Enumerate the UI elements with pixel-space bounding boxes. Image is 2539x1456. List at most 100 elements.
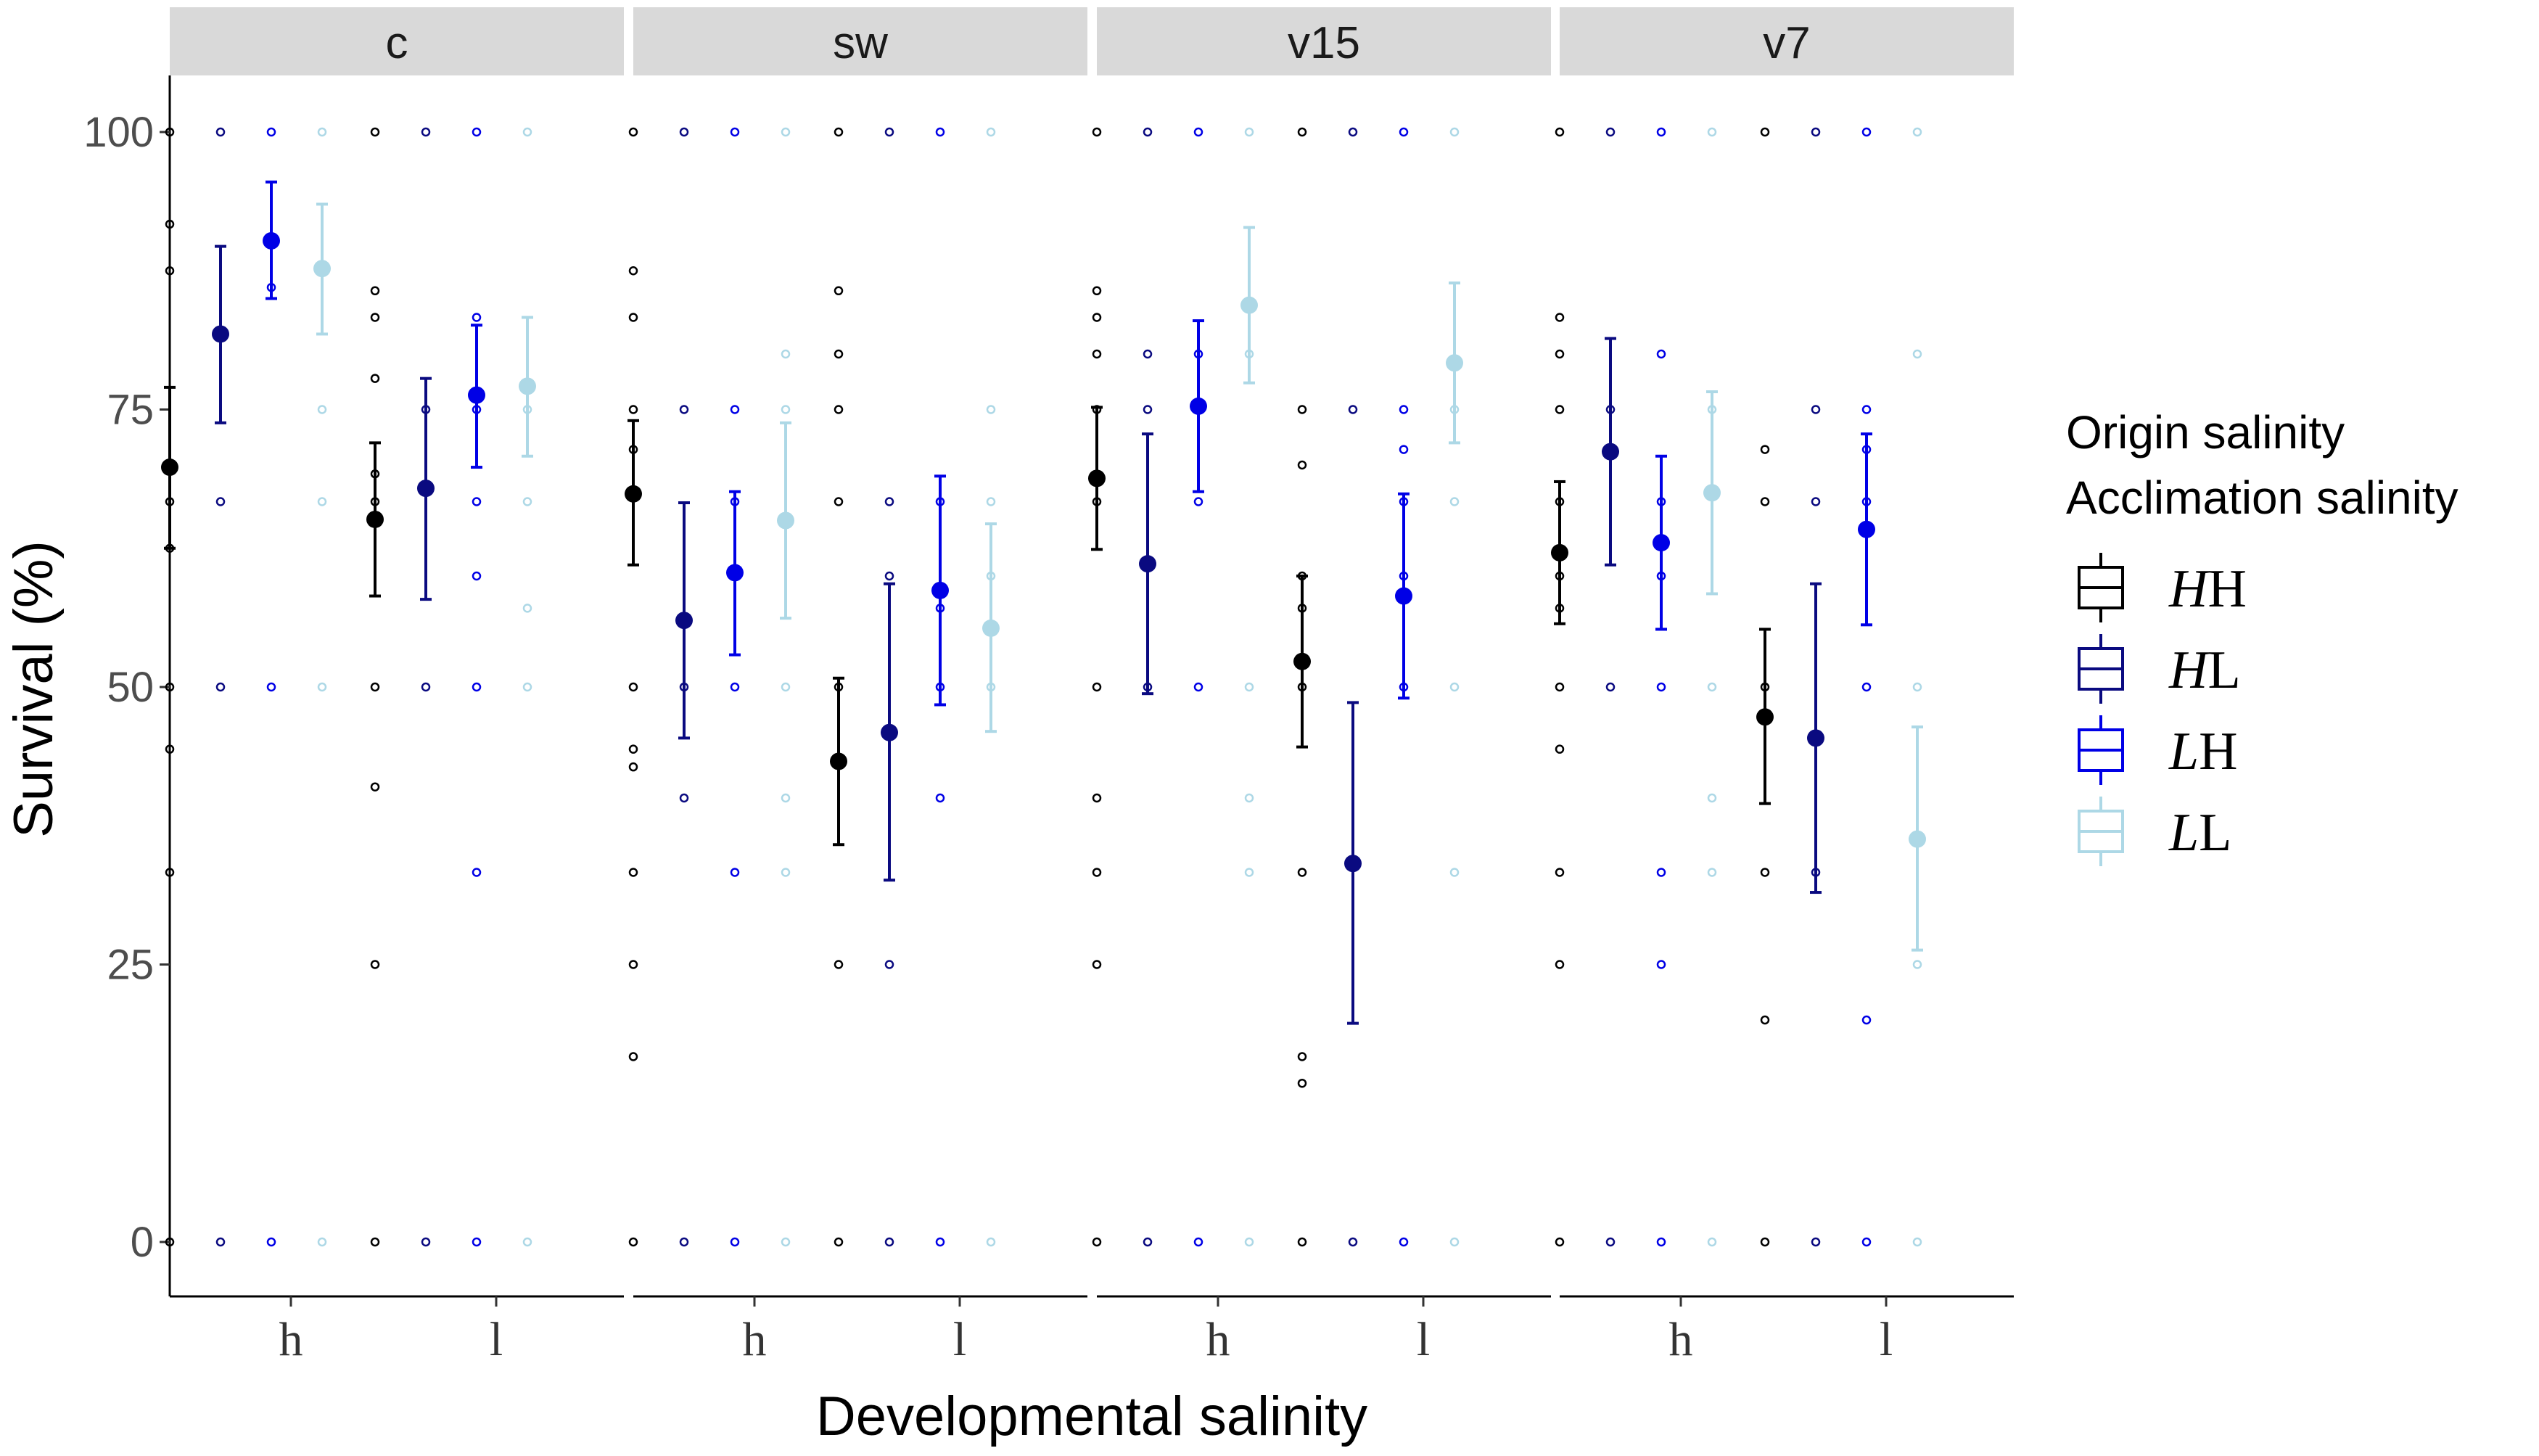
raw-data-point — [1861, 1237, 1872, 1247]
raw-data-point — [1656, 960, 1666, 969]
legend-label-origin: H — [2168, 641, 2210, 700]
raw-data-point — [1399, 1237, 1409, 1247]
y-tick-label: 100 — [83, 109, 154, 156]
raw-data-point — [1861, 405, 1872, 414]
raw-data-point — [1449, 127, 1460, 137]
raw-data-point — [1143, 349, 1153, 359]
mean-point — [313, 260, 331, 278]
raw-data-point — [884, 1237, 894, 1247]
raw-data-point — [935, 793, 945, 803]
raw-data-point — [986, 127, 996, 137]
raw-data-point — [781, 405, 791, 414]
raw-data-point — [628, 682, 638, 692]
raw-data-point — [165, 266, 175, 276]
raw-data-point — [1555, 682, 1565, 692]
raw-data-point — [1912, 682, 1922, 692]
raw-data-point — [1912, 349, 1922, 359]
raw-data-point — [1707, 682, 1717, 692]
legend-label-origin: L — [2168, 803, 2199, 863]
raw-data-point — [1092, 960, 1102, 969]
raw-data-point — [317, 405, 327, 414]
legend-entry-lh: LH — [2078, 715, 2238, 785]
x-tick-label: h — [743, 1313, 767, 1366]
raw-data-point — [1143, 405, 1153, 414]
raw-data-point — [1912, 1237, 1922, 1247]
raw-data-point — [730, 405, 740, 414]
legend-title-acclimation: Acclimation salinity — [2066, 472, 2458, 524]
mean-point — [468, 386, 485, 404]
raw-data-point — [986, 497, 996, 506]
raw-data-point — [317, 682, 327, 692]
raw-data-point — [1605, 682, 1616, 692]
raw-data-point — [1555, 868, 1565, 877]
y-tick-label: 0 — [131, 1219, 154, 1266]
raw-data-point — [884, 960, 894, 969]
raw-data-point — [1297, 868, 1307, 877]
raw-data-point — [1861, 1015, 1872, 1025]
raw-data-point — [1297, 1237, 1307, 1247]
x-tick-label: h — [1669, 1313, 1693, 1366]
raw-data-point — [781, 127, 791, 137]
raw-data-point — [1656, 127, 1666, 137]
raw-data-point — [781, 793, 791, 803]
raw-data-point — [834, 960, 844, 969]
raw-data-point — [1399, 405, 1409, 414]
raw-data-point — [1811, 497, 1821, 506]
raw-data-point — [472, 1237, 482, 1247]
mean-point — [417, 480, 435, 498]
raw-data-point — [730, 1237, 740, 1247]
raw-data-point — [215, 497, 226, 506]
legend-label-acclimation: L — [2207, 641, 2240, 700]
raw-data-point — [628, 1237, 638, 1247]
mean-point — [982, 619, 1000, 637]
legend-label-origin: H — [2168, 559, 2210, 619]
mean-point — [1653, 534, 1670, 552]
raw-data-point — [1707, 793, 1717, 803]
mean-point — [881, 723, 898, 741]
legend-label: HH — [2168, 559, 2247, 619]
raw-data-point — [884, 497, 894, 506]
raw-data-point — [472, 571, 482, 581]
raw-data-point — [370, 1237, 380, 1247]
raw-data-point — [1193, 127, 1203, 137]
raw-data-point — [679, 127, 689, 137]
raw-data-point — [1399, 445, 1409, 454]
raw-data-point — [1555, 744, 1565, 754]
raw-data-point — [370, 374, 380, 383]
raw-data-point — [1760, 497, 1770, 506]
raw-data-point — [1760, 868, 1770, 877]
raw-data-point — [730, 682, 740, 692]
raw-data-point — [1449, 497, 1460, 506]
raw-data-point — [1348, 405, 1358, 414]
raw-data-point — [1092, 286, 1102, 296]
legend-label-acclimation: H — [2199, 722, 2237, 781]
raw-data-point — [1656, 682, 1666, 692]
raw-data-point — [834, 405, 844, 414]
raw-data-point — [1244, 127, 1254, 137]
raw-data-point — [628, 744, 638, 754]
raw-data-point — [1092, 682, 1102, 692]
raw-data-point — [884, 571, 894, 581]
x-tick-label: l — [490, 1313, 503, 1366]
raw-data-point — [1297, 1052, 1307, 1061]
raw-data-point — [781, 682, 791, 692]
mean-point — [1703, 484, 1721, 502]
raw-data-point — [1193, 497, 1203, 506]
raw-data-point — [1193, 682, 1203, 692]
raw-data-point — [628, 266, 638, 276]
mean-point — [1293, 652, 1311, 670]
mean-point — [1190, 397, 1207, 415]
raw-data-point — [935, 1237, 945, 1247]
raw-data-point — [1605, 1237, 1616, 1247]
raw-data-point — [370, 127, 380, 137]
raw-data-point — [781, 1237, 791, 1247]
x-tick-label: h — [1206, 1313, 1230, 1366]
raw-data-point — [1861, 127, 1872, 137]
raw-data-point — [522, 604, 532, 613]
raw-data-point — [266, 682, 276, 692]
mean-point — [1395, 587, 1412, 605]
raw-data-point — [370, 682, 380, 692]
x-axis-title: Developmental salinity — [816, 1386, 1367, 1447]
